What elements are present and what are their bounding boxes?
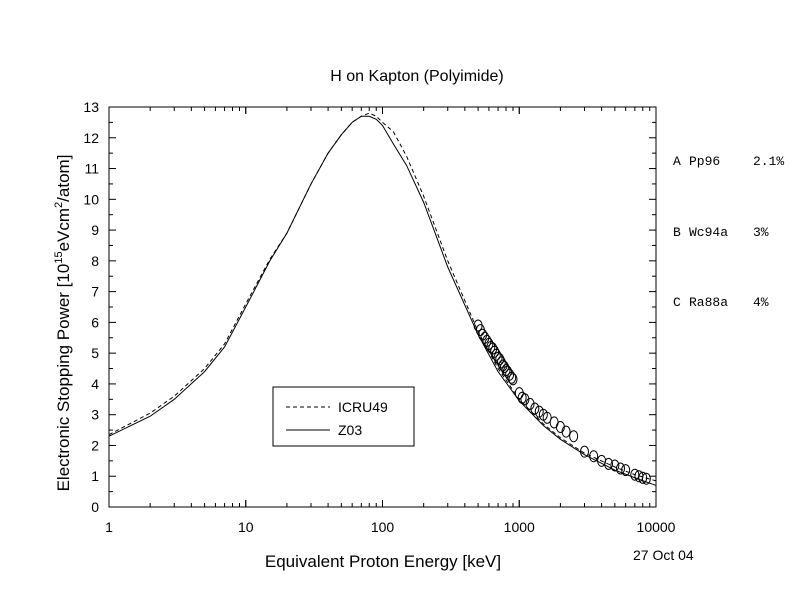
x-axis-label: Equivalent Proton Energy [keV] <box>265 552 501 571</box>
y-tick-label: 4 <box>91 376 99 392</box>
x-tick-label: 1000 <box>504 519 535 535</box>
y-axis-label-pre: Electronic Stopping Power [10 <box>54 264 73 492</box>
legend-label-z03: Z03 <box>338 422 362 438</box>
data-point-c-ra88a <box>610 459 620 472</box>
series-line-icru49 <box>108 112 657 482</box>
data-point-c-ra88a <box>630 468 640 481</box>
y-tick-label: 0 <box>91 499 99 515</box>
reference-list: A Pp96 2.1% B Wc94a 3% C Ra88a 4% <box>673 103 784 338</box>
x-tick-label: 10 <box>238 519 254 535</box>
y-axis-label-mid: eVcm <box>54 208 73 251</box>
x-tick-label: 100 <box>371 519 395 535</box>
axis-ticks <box>108 106 657 508</box>
data-point-a-pp96 <box>491 348 501 361</box>
legend-box <box>272 386 415 447</box>
data-point-c-ra88a <box>615 462 625 475</box>
data-point-b-wc94a <box>514 387 524 400</box>
y-tick-label: 6 <box>91 314 99 330</box>
reference-letter: C <box>673 295 681 310</box>
data-point-b-wc94a <box>525 397 535 410</box>
data-point-a-pp96 <box>505 368 515 381</box>
y-tick-label: 2 <box>91 437 99 453</box>
y-axis-label-sup2: 2 <box>53 202 65 208</box>
chart-title: H on Kapton (Polyimide) <box>330 68 503 85</box>
y-tick-label: 3 <box>91 407 99 423</box>
reference-name: Pp96 <box>689 154 721 169</box>
data-point-a-pp96 <box>496 356 506 369</box>
y-tick-label: 9 <box>91 222 99 238</box>
reference-row: C Ra88a 4% <box>673 291 784 315</box>
data-point-b-wc94a <box>520 393 530 406</box>
y-tick-label: 7 <box>91 284 99 300</box>
data-point-b-wc94a <box>530 402 540 415</box>
data-point-b-wc94a <box>569 430 579 443</box>
y-tick-label: 5 <box>91 345 99 361</box>
legend: ICRU49 Z03 <box>272 386 415 447</box>
date-stamp: 27 Oct 04 <box>633 547 694 563</box>
reference-name: Wc94a <box>689 224 729 240</box>
data-point-c-ra88a <box>604 457 614 470</box>
data-point-b-wc94a <box>542 411 552 424</box>
reference-error: 4% <box>753 295 769 310</box>
legend-label-icru49: ICRU49 <box>338 399 388 415</box>
y-tick-label: 12 <box>83 130 99 146</box>
reference-row: B Wc94a 3% <box>673 221 784 245</box>
series-line-z03 <box>108 115 657 486</box>
y-axis-label: Electronic Stopping Power [1015eVcm2/ato… <box>53 155 73 492</box>
x-tick-label: 10000 <box>637 519 676 535</box>
data-point-c-ra88a <box>579 445 589 458</box>
data-point-c-ra88a <box>641 472 651 485</box>
y-tick-label: 11 <box>84 161 99 177</box>
reference-letter: A <box>673 154 681 169</box>
y-tick-label: 8 <box>91 253 99 269</box>
data-point-b-wc94a <box>549 416 559 429</box>
reference-name: Ra88a <box>689 295 729 310</box>
reference-row: A Pp96 2.1% <box>673 150 784 174</box>
reference-error: 3% <box>753 224 769 240</box>
data-point-c-ra88a <box>638 471 648 484</box>
x-tick-label: 1 <box>105 519 113 535</box>
plot-frame <box>108 106 657 508</box>
data-point-a-pp96 <box>507 371 517 384</box>
data-point-a-pp96 <box>499 361 509 373</box>
y-tick-label: 1 <box>91 468 99 484</box>
data-point-b-wc94a <box>561 425 571 438</box>
data-point-c-ra88a <box>589 450 599 463</box>
y-tick-label: 10 <box>83 191 99 207</box>
reference-letter: B <box>673 224 681 240</box>
series-layer <box>108 112 657 486</box>
data-point-a-pp96 <box>495 353 505 366</box>
y-axis-label-post: /atom] <box>54 155 73 202</box>
y-tick-label: 13 <box>83 99 99 115</box>
data-point-a-pp96 <box>493 351 503 364</box>
data-point-a-pp96 <box>508 373 518 386</box>
y-axis-label-sup1: 15 <box>53 251 65 263</box>
data-point-c-ra88a <box>621 464 631 477</box>
reference-error: 2.1% <box>753 154 785 169</box>
data-point-a-pp96 <box>498 359 508 372</box>
